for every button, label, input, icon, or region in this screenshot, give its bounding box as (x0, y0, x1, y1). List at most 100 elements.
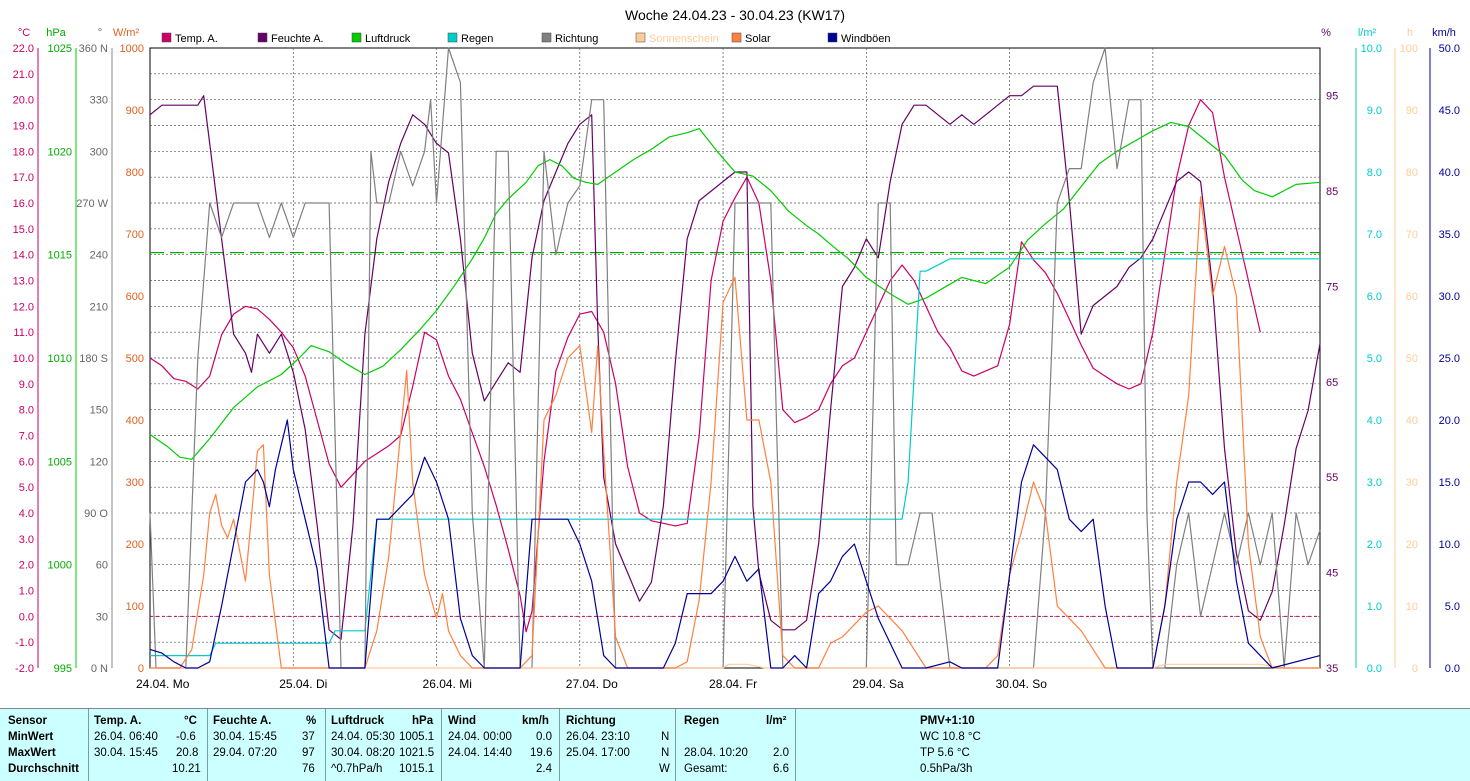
humidity-tick: 75 (1326, 281, 1338, 293)
temp-tick: 1.0 (19, 586, 34, 598)
header-rain: Regen (684, 715, 720, 727)
temp-tick: 13.0 (13, 276, 34, 288)
row-label-avg: Durchschnitt (8, 763, 79, 775)
legend-swatch (827, 32, 838, 43)
min-pres-value: 1005.1 (399, 731, 435, 743)
temp-tick: 12.0 (13, 301, 34, 313)
pressure-tick: 995 (54, 663, 72, 675)
header-temp-unit: °C (184, 715, 197, 727)
humidity-tick: 65 (1326, 377, 1338, 389)
humidity-tick: 35 (1326, 663, 1338, 675)
weather-chart: Woche 24.04.23 - 30.04.23 (KW17) °C hPa ° W… (13, 7, 1460, 691)
day-labels: 24.04. Mo 25.04. Di 26.04. Mi 27.04. Do 28.0… (136, 677, 1047, 691)
series-richtung (149, 47, 1321, 669)
wind-tick: 35.0 (1439, 229, 1460, 241)
statistics-table: Sensor Temp. A. °C Feuchte A. % Luftdruc… (0, 708, 1470, 781)
legend-swatch (447, 32, 458, 43)
max-hum-time: 29.04. 07:20 (213, 747, 277, 759)
series-temp-a- (149, 99, 1261, 633)
axis-tick-labels: 22.0 21.0 20.0 19.0 18.0 17.0 16.0 15.0 14.0 13.0… (13, 43, 1460, 675)
temp-tick: 6.0 (19, 456, 34, 468)
temp-tick: 18.0 (13, 146, 34, 158)
day-label: 24.04. Mo (136, 677, 190, 691)
wind-tick: 20.0 (1439, 415, 1460, 427)
min-wind-time: 24.04. 00:00 (448, 731, 512, 743)
wind-tick: 10.0 (1439, 539, 1460, 551)
max-dir-time: 25.04. 17:00 (566, 747, 630, 759)
legend-swatch (731, 32, 742, 43)
temp-tick: 14.0 (13, 250, 34, 262)
sunshine-tick: 50 (1406, 353, 1418, 365)
temp-tick: 2.0 (19, 560, 34, 572)
temp-tick: 9.0 (19, 379, 34, 391)
solar-tick: 500 (126, 353, 144, 365)
direction-tick: 330 (90, 95, 108, 107)
chart-title: Woche 24.04.23 - 30.04.23 (KW17) (625, 7, 845, 23)
axis-unit-solar: W/m² (113, 27, 140, 39)
solar-tick: 1000 (120, 43, 144, 55)
direction-tick: 270 W (76, 198, 108, 210)
header-temp: Temp. A. (94, 715, 142, 727)
temp-tick: 19.0 (13, 121, 34, 133)
temp-tick: 8.0 (19, 405, 34, 417)
direction-tick: 300 (90, 146, 108, 158)
direction-tick: 240 (90, 250, 108, 262)
max-wind-time: 24.04. 14:40 (448, 747, 512, 759)
legend-label: Feuchte A. (271, 33, 324, 45)
max-pres-value: 1021.5 (399, 747, 435, 759)
day-label: 29.04. Sa (852, 677, 904, 691)
legend-label: Richtung (555, 33, 598, 45)
max-pres-time: 30.04. 08:20 (331, 747, 395, 759)
temp-tick: 22.0 (13, 43, 34, 55)
header-rain-unit: l/m² (766, 715, 787, 727)
pressure-tick: 1025 (48, 43, 72, 55)
avg-wind-value: 2.4 (536, 763, 552, 775)
sunshine-tick: 10 (1406, 601, 1418, 613)
day-label: 27.04. Do (566, 677, 618, 691)
day-label: 30.04. So (996, 677, 1048, 691)
header-direction: Richtung (566, 715, 616, 727)
sunshine-tick: 60 (1406, 291, 1418, 303)
axis-units: °C hPa ° W/m²% l/m² h km/h (18, 27, 1456, 39)
row-label-min: MinWert (8, 731, 54, 743)
legend-label: Windböen (841, 33, 891, 45)
sunshine-tick: 30 (1406, 477, 1418, 489)
axis-unit-direction: ° (98, 27, 102, 39)
direction-tick: 120 (90, 456, 108, 468)
series-lines (149, 47, 1321, 669)
legend-swatch (635, 32, 646, 43)
min-dir-time: 26.04. 23:10 (566, 731, 630, 743)
avg-pres-trend: ^0.7hPa/h (331, 763, 383, 775)
pmv-wc: WC 10.8 °C (920, 731, 981, 743)
rain-tick: 5.0 (1367, 353, 1382, 365)
pressure-tick: 1020 (48, 146, 72, 158)
rain-tick: 1.0 (1367, 601, 1382, 613)
header-pmv: PMV+1:10 (920, 715, 975, 727)
day-label: 25.04. Di (279, 677, 327, 691)
axis-unit-rain: l/m² (1358, 27, 1377, 39)
max-temp-time: 30.04. 15:45 (94, 747, 158, 759)
solar-tick: 600 (126, 291, 144, 303)
legend: Temp. A. Feuchte A. Luftdruck Regen Richtung… (161, 32, 891, 45)
temp-tick: 16.0 (13, 198, 34, 210)
header-humidity-unit: % (306, 715, 317, 727)
axis-unit-temp: °C (18, 27, 30, 39)
rain-tick: 6.0 (1367, 291, 1382, 303)
sunshine-tick: 80 (1406, 167, 1418, 179)
solar-tick: 0 (138, 663, 144, 675)
max-rain-value: 2.0 (773, 747, 789, 759)
temp-tick: 17.0 (13, 172, 34, 184)
min-pres-time: 24.04. 05:30 (331, 731, 395, 743)
temp-tick: 4.0 (19, 508, 34, 520)
pressure-tick: 1015 (48, 250, 72, 262)
max-hum-value: 97 (302, 747, 315, 759)
header-sensor: Sensor (8, 715, 47, 727)
solar-tick: 200 (126, 539, 144, 551)
pmv-tp: TP 5.6 °C (920, 747, 970, 759)
solar-tick: 400 (126, 415, 144, 427)
max-temp-value: 20.8 (176, 747, 199, 759)
legend-swatch (351, 32, 362, 43)
temp-tick: -1.0 (15, 637, 34, 649)
avg-temp-value: 10.21 (172, 763, 201, 775)
humidity-tick: 95 (1326, 91, 1338, 103)
